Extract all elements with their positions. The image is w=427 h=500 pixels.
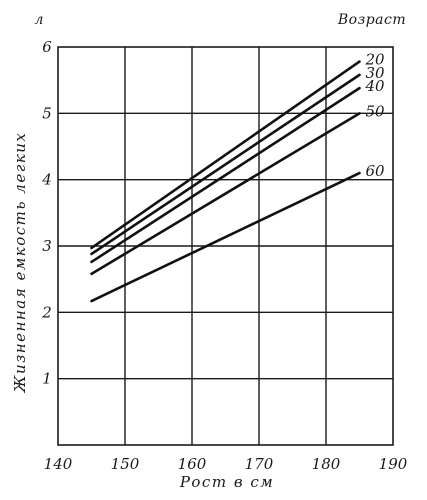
series-label-40: 40 xyxy=(365,77,386,95)
series-label-60: 60 xyxy=(366,162,386,180)
y-tick-label: 4 xyxy=(41,171,52,189)
tick-labels: 140 150 160 170 180 190 1 2 3 4 5 6 xyxy=(41,38,408,473)
x-tick-label: 140 xyxy=(44,455,73,473)
series-line-50 xyxy=(90,112,361,276)
x-tick-label: 180 xyxy=(312,455,341,473)
y-tick-label: 6 xyxy=(42,38,52,56)
y-axis-label: Жизненная емкость легких xyxy=(11,132,29,394)
series-line-20 xyxy=(90,60,361,250)
series-line-30 xyxy=(90,73,361,256)
legend-title: Возраст xyxy=(337,12,406,28)
series-label-20: 20 xyxy=(365,51,386,69)
grid xyxy=(58,47,393,445)
series-line-40 xyxy=(90,86,361,264)
x-tick-label: 150 xyxy=(111,455,140,473)
x-axis-label: Рост в см xyxy=(179,473,274,491)
x-tick-label: 160 xyxy=(178,455,207,473)
series-lines xyxy=(90,60,361,303)
series-label-30: 30 xyxy=(366,64,386,82)
series-label-50: 50 xyxy=(366,102,386,120)
x-tick-label: 190 xyxy=(379,455,408,473)
y-tick-label: 1 xyxy=(42,370,52,388)
plot-frame xyxy=(57,46,394,446)
y-unit-label: л xyxy=(35,12,44,28)
y-tick-label: 5 xyxy=(42,104,52,122)
series-line-60 xyxy=(90,171,361,303)
y-tick-label: 3 xyxy=(42,237,52,255)
y-tick-label: 2 xyxy=(41,303,52,321)
x-tick-label: 170 xyxy=(245,455,274,473)
